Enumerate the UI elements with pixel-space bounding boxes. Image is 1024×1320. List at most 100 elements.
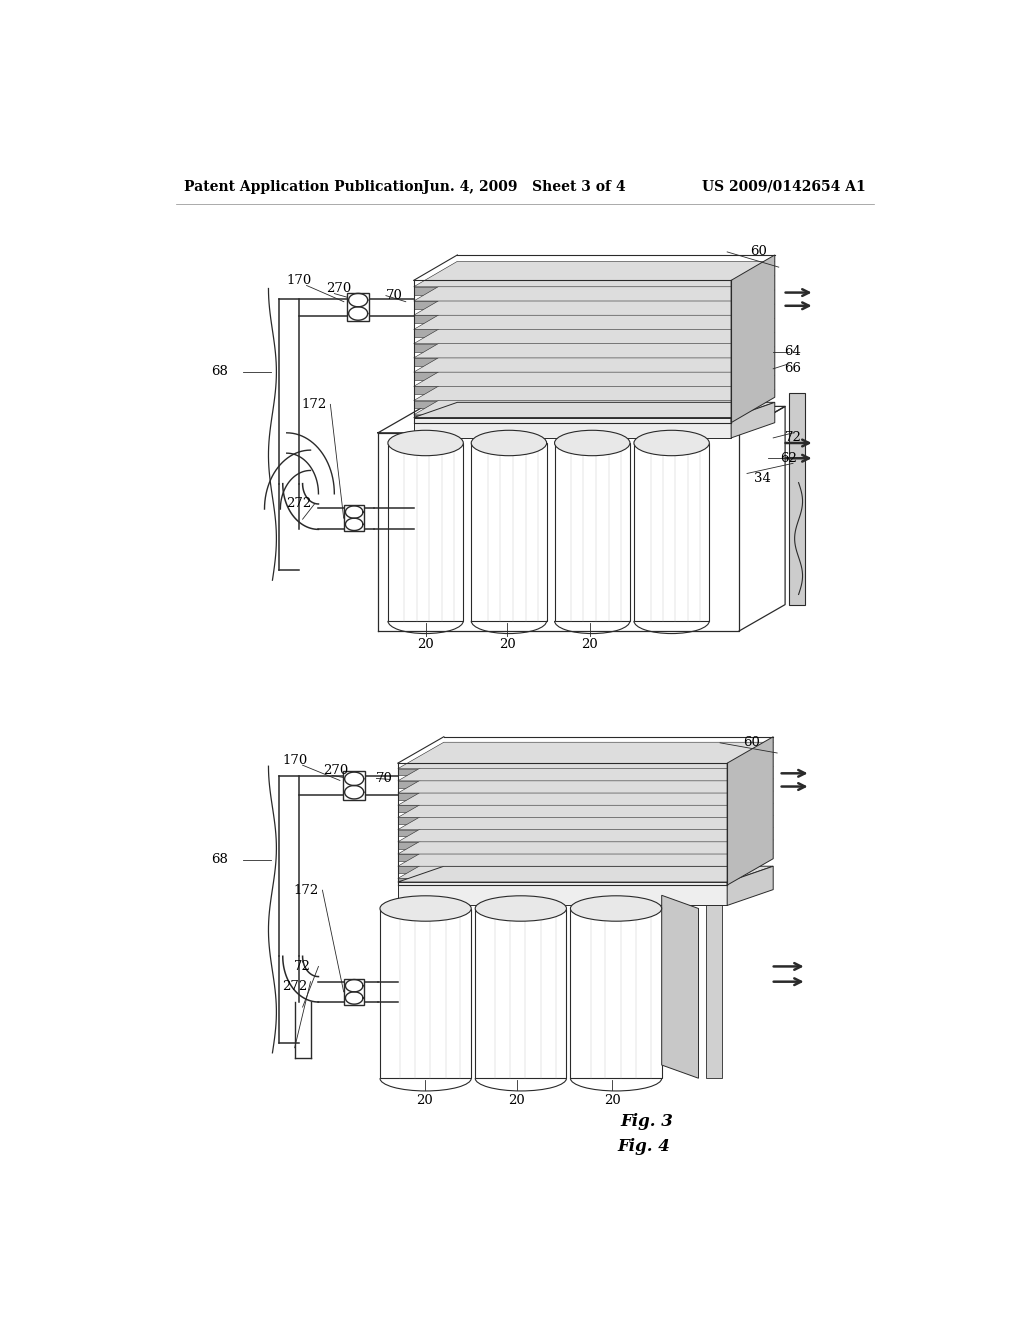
Polygon shape <box>397 781 727 788</box>
Text: 70: 70 <box>385 289 402 302</box>
Polygon shape <box>414 304 775 330</box>
Polygon shape <box>397 854 727 861</box>
Polygon shape <box>662 895 698 1078</box>
Polygon shape <box>397 755 773 781</box>
Text: 66: 66 <box>784 362 802 375</box>
Ellipse shape <box>634 430 710 455</box>
Text: 270: 270 <box>326 282 351 294</box>
Text: 60: 60 <box>743 737 760 750</box>
Ellipse shape <box>388 430 463 455</box>
Polygon shape <box>397 830 727 837</box>
Polygon shape <box>414 301 731 309</box>
Polygon shape <box>731 403 775 438</box>
Polygon shape <box>727 737 773 886</box>
Polygon shape <box>397 791 773 817</box>
Text: 72: 72 <box>784 432 802 445</box>
Bar <box>344 979 365 1005</box>
Text: 170: 170 <box>282 754 307 767</box>
Text: Fig. 4: Fig. 4 <box>617 1138 671 1155</box>
Text: 20: 20 <box>509 1094 525 1107</box>
Polygon shape <box>397 805 727 812</box>
Text: 34: 34 <box>755 473 771 484</box>
Ellipse shape <box>555 430 630 455</box>
Polygon shape <box>397 840 773 866</box>
Polygon shape <box>707 888 722 1078</box>
Polygon shape <box>397 816 773 842</box>
Text: 20: 20 <box>417 638 434 651</box>
Polygon shape <box>414 343 731 351</box>
Polygon shape <box>414 375 775 400</box>
Polygon shape <box>397 828 773 854</box>
Polygon shape <box>414 389 775 414</box>
Text: 68: 68 <box>211 853 227 866</box>
Polygon shape <box>397 803 773 830</box>
Text: Patent Application Publication: Patent Application Publication <box>183 180 423 194</box>
Polygon shape <box>790 393 805 605</box>
Text: 20: 20 <box>499 638 516 651</box>
Text: 170: 170 <box>286 273 311 286</box>
Polygon shape <box>570 908 662 1078</box>
Polygon shape <box>380 908 471 1078</box>
Polygon shape <box>414 261 775 286</box>
Polygon shape <box>388 444 463 620</box>
Polygon shape <box>414 290 775 315</box>
Polygon shape <box>414 286 731 294</box>
Bar <box>344 506 365 531</box>
Ellipse shape <box>570 896 662 921</box>
Polygon shape <box>414 330 731 338</box>
Text: Fig. 3: Fig. 3 <box>620 1114 673 1130</box>
Polygon shape <box>414 347 775 372</box>
Text: 62: 62 <box>780 451 797 465</box>
Polygon shape <box>414 333 775 358</box>
Polygon shape <box>414 360 775 387</box>
Ellipse shape <box>471 430 547 455</box>
Polygon shape <box>397 793 727 800</box>
Text: 270: 270 <box>324 764 348 776</box>
Ellipse shape <box>475 896 566 921</box>
Text: 70: 70 <box>376 772 393 785</box>
Text: US 2009/0142654 A1: US 2009/0142654 A1 <box>702 180 866 194</box>
Text: 172: 172 <box>302 397 327 411</box>
Text: 20: 20 <box>582 638 598 651</box>
Text: 20: 20 <box>417 1094 433 1107</box>
Bar <box>347 293 369 321</box>
Text: 272: 272 <box>286 498 311 511</box>
Polygon shape <box>414 315 731 323</box>
Polygon shape <box>397 882 727 906</box>
Polygon shape <box>731 255 775 422</box>
Text: 272: 272 <box>282 981 307 993</box>
Polygon shape <box>397 817 727 824</box>
Polygon shape <box>555 444 630 620</box>
Polygon shape <box>397 842 727 849</box>
Polygon shape <box>414 387 731 395</box>
Polygon shape <box>397 866 773 882</box>
Polygon shape <box>414 358 731 366</box>
Polygon shape <box>397 851 773 878</box>
Ellipse shape <box>380 896 471 921</box>
Bar <box>343 771 366 800</box>
Text: 60: 60 <box>751 246 767 259</box>
Polygon shape <box>397 866 727 873</box>
Polygon shape <box>475 908 566 1078</box>
Polygon shape <box>414 400 731 408</box>
Text: 68: 68 <box>211 366 227 379</box>
Polygon shape <box>397 742 773 768</box>
Polygon shape <box>414 414 731 422</box>
Polygon shape <box>397 878 727 886</box>
Polygon shape <box>414 417 731 438</box>
Polygon shape <box>397 768 727 775</box>
Text: 72: 72 <box>294 960 311 973</box>
Text: 64: 64 <box>784 345 802 358</box>
Text: 20: 20 <box>604 1094 621 1107</box>
Polygon shape <box>414 372 731 380</box>
Polygon shape <box>414 318 775 343</box>
Text: 172: 172 <box>294 883 319 896</box>
Text: Jun. 4, 2009   Sheet 3 of 4: Jun. 4, 2009 Sheet 3 of 4 <box>424 180 626 194</box>
Polygon shape <box>471 444 547 620</box>
Polygon shape <box>414 403 775 417</box>
Polygon shape <box>634 444 710 620</box>
Polygon shape <box>397 779 773 805</box>
Polygon shape <box>397 767 773 793</box>
Polygon shape <box>414 276 775 301</box>
Polygon shape <box>727 866 773 906</box>
